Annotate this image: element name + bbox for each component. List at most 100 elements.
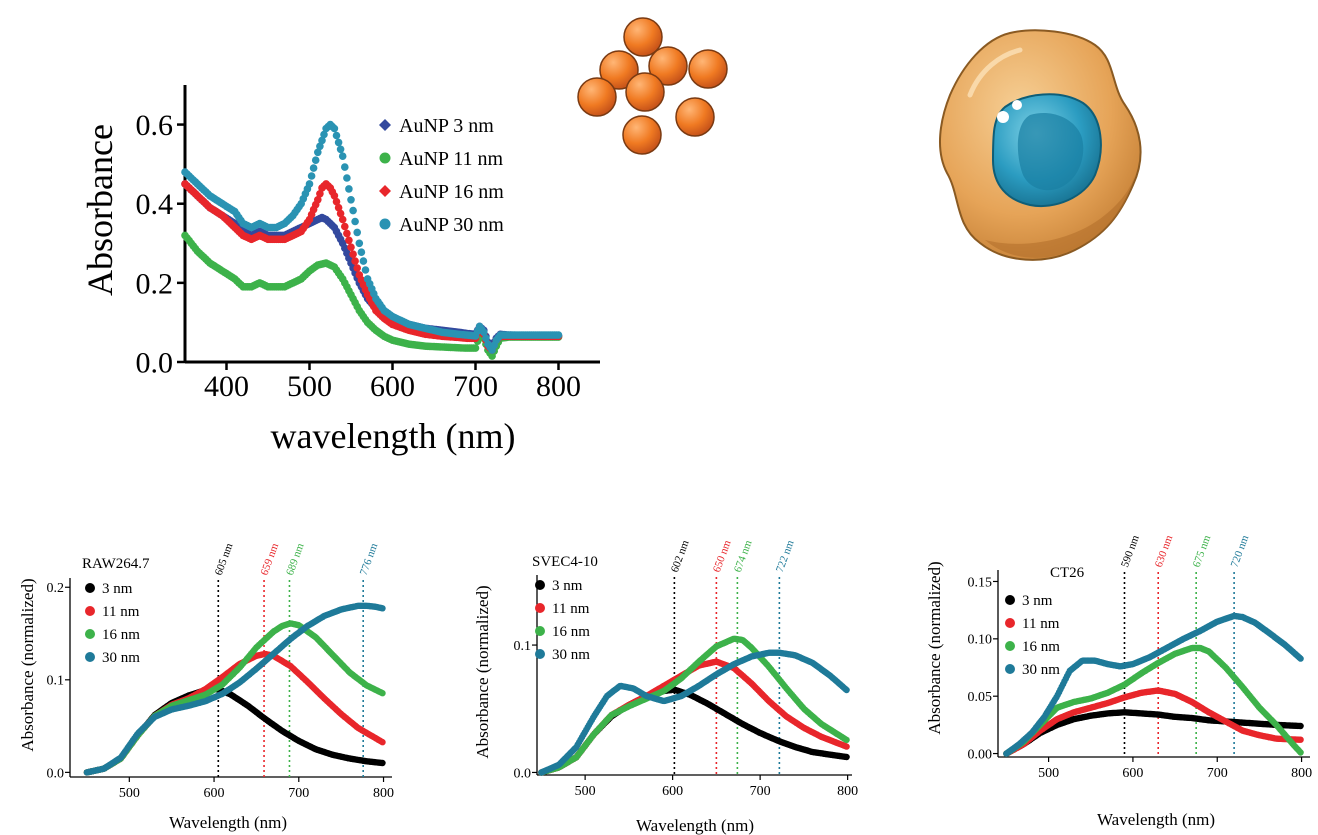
x-tick-label: 600 [204, 786, 225, 801]
data-point [311, 156, 320, 164]
data-point [359, 257, 368, 265]
x-tick-label: 800 [373, 786, 394, 801]
peak-marker-label: 675 nm [1191, 533, 1214, 569]
x-tick-label: 700 [750, 784, 771, 799]
legend-marker [1005, 664, 1015, 674]
data-point [338, 215, 347, 224]
data-point [843, 743, 850, 750]
data-point [349, 250, 357, 258]
y-tick-label: 0.1 [47, 674, 65, 689]
data-point [343, 229, 351, 238]
legend-label: 16 nm [102, 627, 140, 643]
legend-marker [379, 185, 391, 197]
data-point [338, 152, 347, 160]
data-point [316, 142, 324, 151]
data-point [316, 190, 324, 198]
peak-marker-label: 650 nm [711, 538, 734, 574]
nanoparticle [648, 46, 688, 86]
x-tick-label: 600 [370, 370, 415, 403]
peak-marker-label: 722 nm [774, 538, 797, 574]
svec-y-axis-label: Absorbance (normalized) [473, 585, 492, 758]
data-point [379, 690, 386, 697]
gold-nanoparticle-cluster-icon [577, 17, 728, 155]
cell-highlight [967, 47, 1023, 98]
data-point [314, 148, 322, 157]
legend-label: 30 nm [102, 650, 140, 666]
legend-marker [1005, 618, 1015, 628]
series-aunp-30-nm [181, 120, 563, 354]
data-point [336, 145, 345, 154]
x-tick-label: 800 [837, 784, 858, 799]
legend-marker [535, 649, 545, 659]
x-tick-label: 600 [1122, 766, 1143, 781]
legend-label: 16 nm [1022, 639, 1060, 655]
main-y-axis-label: Absorbance [80, 124, 120, 296]
y-tick-label: 0.0 [47, 766, 65, 781]
vesicle [997, 111, 1009, 123]
legend-label: 3 nm [1022, 593, 1053, 609]
data-point [843, 686, 850, 694]
y-tick-label: 0.15 [968, 575, 993, 590]
legend-marker [379, 119, 391, 131]
data-point [305, 180, 314, 188]
data-point [334, 203, 343, 212]
legend-label: AuNP 30 nm [399, 214, 504, 236]
peak-marker-label: 630 nm [1153, 533, 1176, 569]
data-point [1297, 749, 1304, 756]
legend-marker [535, 626, 545, 636]
legend-marker [379, 218, 391, 230]
series-30-nm [1003, 612, 1304, 757]
legend-marker [535, 580, 545, 590]
data-point [309, 164, 318, 172]
data-point [843, 736, 850, 744]
legend-marker [535, 603, 545, 613]
series-30-nm [538, 649, 850, 776]
data-point [357, 248, 366, 256]
x-tick-label: 700 [288, 786, 309, 801]
data-point [314, 196, 322, 204]
x-tick-label: 600 [662, 784, 683, 799]
legend-marker [1005, 641, 1015, 651]
nanoparticle [623, 17, 663, 57]
data-point [379, 605, 386, 612]
data-point [353, 228, 362, 237]
y-tick-label: 0.4 [136, 188, 174, 221]
data-point [1297, 722, 1304, 730]
x-tick-label: 500 [119, 786, 140, 801]
peak-marker-label: 590 nm [1119, 533, 1142, 569]
nanoparticle [599, 50, 639, 90]
series-11-nm [538, 658, 850, 776]
data-point [341, 222, 349, 231]
data-point [330, 124, 339, 133]
peak-marker-label: 720 nm [1229, 533, 1252, 569]
y-tick-label: 0.2 [47, 581, 65, 596]
data-point [361, 266, 370, 274]
chart-title: SVEC4-10 [532, 554, 598, 570]
nanoparticle [675, 97, 715, 137]
y-tick-label: 0.10 [968, 633, 993, 648]
series-11-nm [1003, 687, 1304, 757]
legend-marker [1005, 595, 1015, 605]
x-tick-label: 800 [1291, 766, 1312, 781]
data-point [343, 174, 351, 182]
vesicle [1012, 100, 1022, 110]
chart-title: RAW264.7 [82, 556, 150, 572]
data-point [379, 759, 386, 767]
data-point [353, 264, 362, 272]
svec-x-axis-label: Wavelength (nm) [636, 816, 754, 835]
nanoparticle [625, 72, 665, 112]
chart-title: CT26 [1050, 565, 1085, 581]
data-point [336, 209, 345, 218]
data-point [347, 196, 355, 204]
main-absorbance-chart: Absorbance wavelength (nm) 400 500 600 700 8… [80, 85, 600, 456]
data-point [347, 243, 355, 251]
legend-label: 30 nm [1022, 662, 1060, 678]
legend-marker [85, 652, 95, 662]
nanoparticle [688, 49, 728, 89]
data-point [843, 753, 850, 761]
legend-marker [85, 583, 95, 593]
y-tick-label: 0.05 [968, 690, 993, 705]
data-point [332, 197, 341, 206]
data-point [345, 185, 353, 193]
legend-label: 11 nm [1022, 616, 1060, 632]
